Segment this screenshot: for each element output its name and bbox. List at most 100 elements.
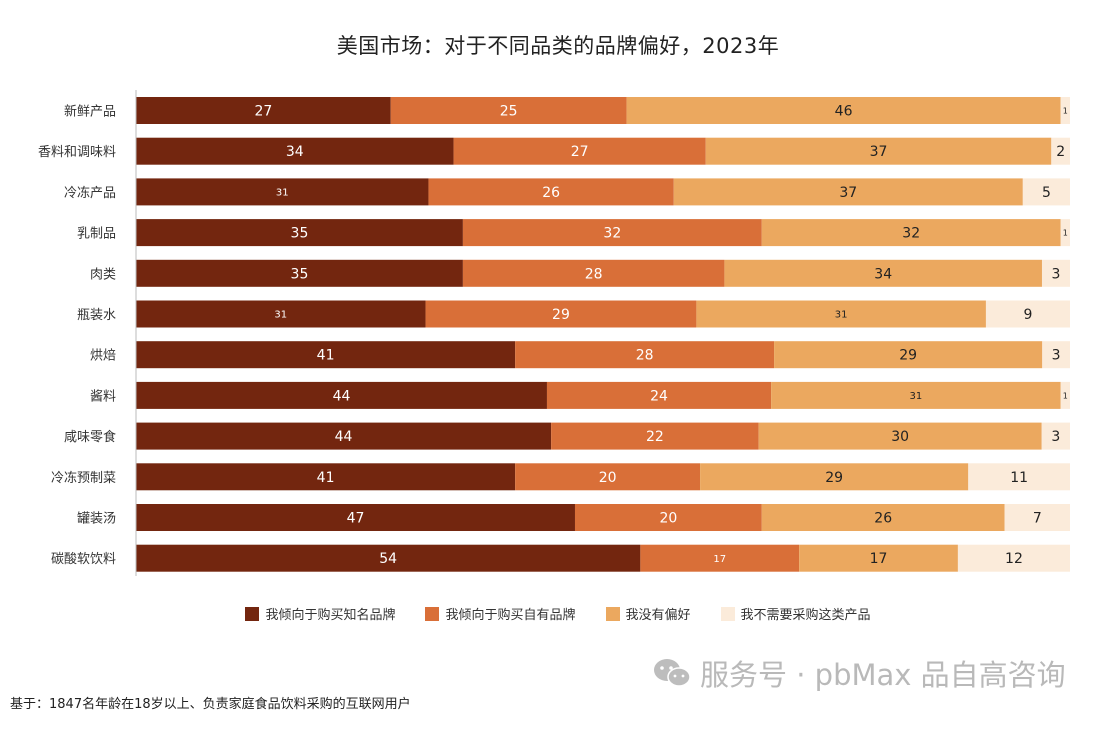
bar-segment <box>462 259 725 287</box>
data-label: 44 <box>333 388 351 404</box>
stacked-bar-chart: 新鲜产品香料和调味料冷冻产品乳制品肉类瓶装水烘焙酱料咸味零食冷冻预制菜罐装汤碳酸… <box>38 90 1070 576</box>
category-label: 香料和调味料 <box>38 145 116 160</box>
data-label: 37 <box>870 144 888 160</box>
category-label: 肉类 <box>90 267 116 282</box>
wechat-icon <box>654 659 691 687</box>
data-label: 24 <box>650 388 668 404</box>
bar-segment <box>771 381 1061 409</box>
data-label: 20 <box>599 470 617 486</box>
legend-swatch <box>605 606 620 621</box>
bar-segment <box>136 463 516 491</box>
bar-segment <box>1022 178 1070 206</box>
data-label: 32 <box>603 226 621 242</box>
data-label: 41 <box>317 348 335 364</box>
bar-segment <box>985 300 1070 328</box>
bar-segment <box>515 463 701 491</box>
bar-segment <box>1004 504 1070 531</box>
bar-segment <box>761 219 1061 247</box>
category-label: 冷冻产品 <box>64 185 116 201</box>
y-axis-labels: 新鲜产品香料和调味料冷冻产品乳制品肉类瓶装水烘焙酱料咸味零食冷冻预制菜罐装汤碳酸… <box>38 104 116 568</box>
bar-segment <box>515 341 775 369</box>
bar-segment <box>761 504 1005 531</box>
legend-swatch <box>720 606 735 621</box>
data-label: 47 <box>347 511 365 527</box>
bar-segment <box>453 137 706 165</box>
data-label: 1 <box>1063 228 1068 237</box>
data-label: 31 <box>274 310 287 321</box>
bar-segment <box>462 219 762 247</box>
bar-segment <box>390 97 627 124</box>
category-label: 烘焙 <box>90 349 116 364</box>
data-label: 31 <box>910 391 923 402</box>
data-label: 34 <box>874 266 892 282</box>
category-label: 碳酸软饮料 <box>51 552 116 567</box>
bar-segment <box>968 463 1070 491</box>
data-label: 17 <box>870 551 888 567</box>
watermark: 服务号 · pbMax 品自高咨询 <box>652 652 1102 694</box>
bar-segment <box>1042 341 1070 369</box>
legend-label: 我没有偏好 <box>625 608 691 623</box>
data-label: 5 <box>1042 185 1051 201</box>
category-label: 瓶装水 <box>77 308 116 323</box>
data-label: 41 <box>317 470 335 486</box>
legend-label: 我倾向于购买知名品牌 <box>265 608 396 623</box>
bar-segment <box>774 341 1043 369</box>
bar-segment <box>136 300 426 328</box>
bar-segment <box>136 381 547 409</box>
bar-segment <box>1060 381 1070 409</box>
data-label: 54 <box>379 551 397 567</box>
legend-item: 我没有偏好 <box>605 604 691 623</box>
data-label: 17 <box>713 554 726 565</box>
category-label: 咸味零食 <box>64 429 116 445</box>
watermark-text: 服务号 · pbMax 品自高咨询 <box>700 658 1066 692</box>
data-label: 20 <box>659 511 677 527</box>
bar-segment <box>136 259 463 287</box>
category-label: 新鲜产品 <box>64 104 116 120</box>
bar-segment <box>626 97 1061 124</box>
data-label: 28 <box>636 348 654 364</box>
data-label: 3 <box>1051 429 1060 445</box>
bar-segment <box>724 259 1042 287</box>
data-label: 29 <box>899 348 917 364</box>
bar-segment <box>551 422 759 450</box>
data-label: 26 <box>542 185 560 201</box>
data-label: 3 <box>1052 348 1061 364</box>
data-label: 12 <box>1005 551 1023 567</box>
bar-segment <box>136 97 391 124</box>
bar-segment <box>136 422 552 450</box>
bar-segment <box>136 341 516 369</box>
data-label: 29 <box>825 470 843 486</box>
legend-item: 我倾向于购买知名品牌 <box>245 604 395 623</box>
category-label: 乳制品 <box>77 227 116 242</box>
legend-swatch <box>425 606 440 621</box>
bar-segment <box>136 544 641 572</box>
bar-segment <box>799 544 958 572</box>
data-label: 37 <box>839 185 857 201</box>
data-label: 35 <box>291 266 309 282</box>
legend-label: 我倾向于购买自有品牌 <box>445 608 576 623</box>
bar-segment <box>640 544 800 572</box>
legend-swatch <box>245 606 260 621</box>
data-label: 25 <box>500 104 518 120</box>
data-label: 1 <box>1063 391 1068 400</box>
footnote: 基于：1847名年龄在18岁以上、负责家庭食品饮料采购的互联网用户 <box>10 697 411 712</box>
data-label: 27 <box>571 144 589 160</box>
data-label: 44 <box>335 429 353 445</box>
data-label: 28 <box>585 266 603 282</box>
data-label: 27 <box>254 104 272 120</box>
bar-segment <box>673 178 1023 206</box>
bar-segment <box>957 544 1070 572</box>
category-label: 酱料 <box>90 389 116 404</box>
legend-item: 我不需要采购这类产品 <box>720 604 871 623</box>
legend-label: 我不需要采购这类产品 <box>740 608 871 623</box>
data-label: 3 <box>1052 266 1061 282</box>
bar-segment <box>428 178 674 206</box>
bar-segment <box>1051 137 1070 165</box>
data-label: 32 <box>902 226 920 242</box>
bar-segment <box>136 504 575 531</box>
data-label: 7 <box>1033 511 1042 527</box>
bar-segment <box>574 504 762 531</box>
data-label: 46 <box>835 104 853 120</box>
data-label: 26 <box>874 511 892 527</box>
bar-segment <box>425 300 697 328</box>
